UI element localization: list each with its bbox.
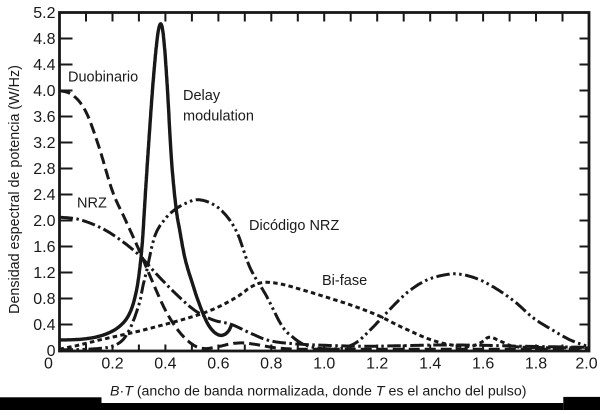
svg-text:Dicódigo NRZ: Dicódigo NRZ <box>249 218 339 234</box>
svg-text:4.4: 4.4 <box>33 57 55 74</box>
svg-text:3.2: 3.2 <box>33 135 55 152</box>
svg-text:2.0: 2.0 <box>33 213 55 230</box>
svg-text:2.8: 2.8 <box>33 161 55 178</box>
svg-text:Densidad espectral de potencia: Densidad espectral de potencia (W/Hz) <box>7 65 23 314</box>
svg-text:1.4: 1.4 <box>419 356 441 373</box>
svg-text:5.2: 5.2 <box>33 5 55 22</box>
svg-text:1.8: 1.8 <box>525 356 547 373</box>
svg-text:0.8: 0.8 <box>33 291 55 308</box>
svg-text:0: 0 <box>47 343 56 360</box>
svg-text:1.6: 1.6 <box>33 239 55 256</box>
svg-text:0.2: 0.2 <box>101 356 123 373</box>
svg-text:1.2: 1.2 <box>33 265 55 282</box>
svg-text:2.4: 2.4 <box>33 187 55 204</box>
svg-text:B·T (ancho de banda normalizad: B·T (ancho de banda normalizada, donde T… <box>110 384 526 400</box>
svg-text:2.0: 2.0 <box>575 356 597 373</box>
svg-text:1.6: 1.6 <box>472 356 494 373</box>
svg-text:Bi-fase: Bi-fase <box>322 273 367 289</box>
svg-text:Duobinario: Duobinario <box>68 70 138 86</box>
svg-text:Delay: Delay <box>183 88 221 104</box>
svg-text:modulation: modulation <box>183 109 254 125</box>
svg-text:0.4: 0.4 <box>154 356 176 373</box>
svg-text:1.0: 1.0 <box>313 356 335 373</box>
svg-text:4.0: 4.0 <box>33 83 55 100</box>
svg-text:0: 0 <box>44 356 53 373</box>
svg-text:1.2: 1.2 <box>366 356 388 373</box>
svg-text:0.4: 0.4 <box>33 317 55 334</box>
svg-text:0.8: 0.8 <box>260 356 282 373</box>
svg-text:0.6: 0.6 <box>207 356 229 373</box>
svg-text:4.8: 4.8 <box>33 31 55 48</box>
svg-text:3.6: 3.6 <box>33 109 55 126</box>
svg-text:NRZ: NRZ <box>77 196 107 212</box>
